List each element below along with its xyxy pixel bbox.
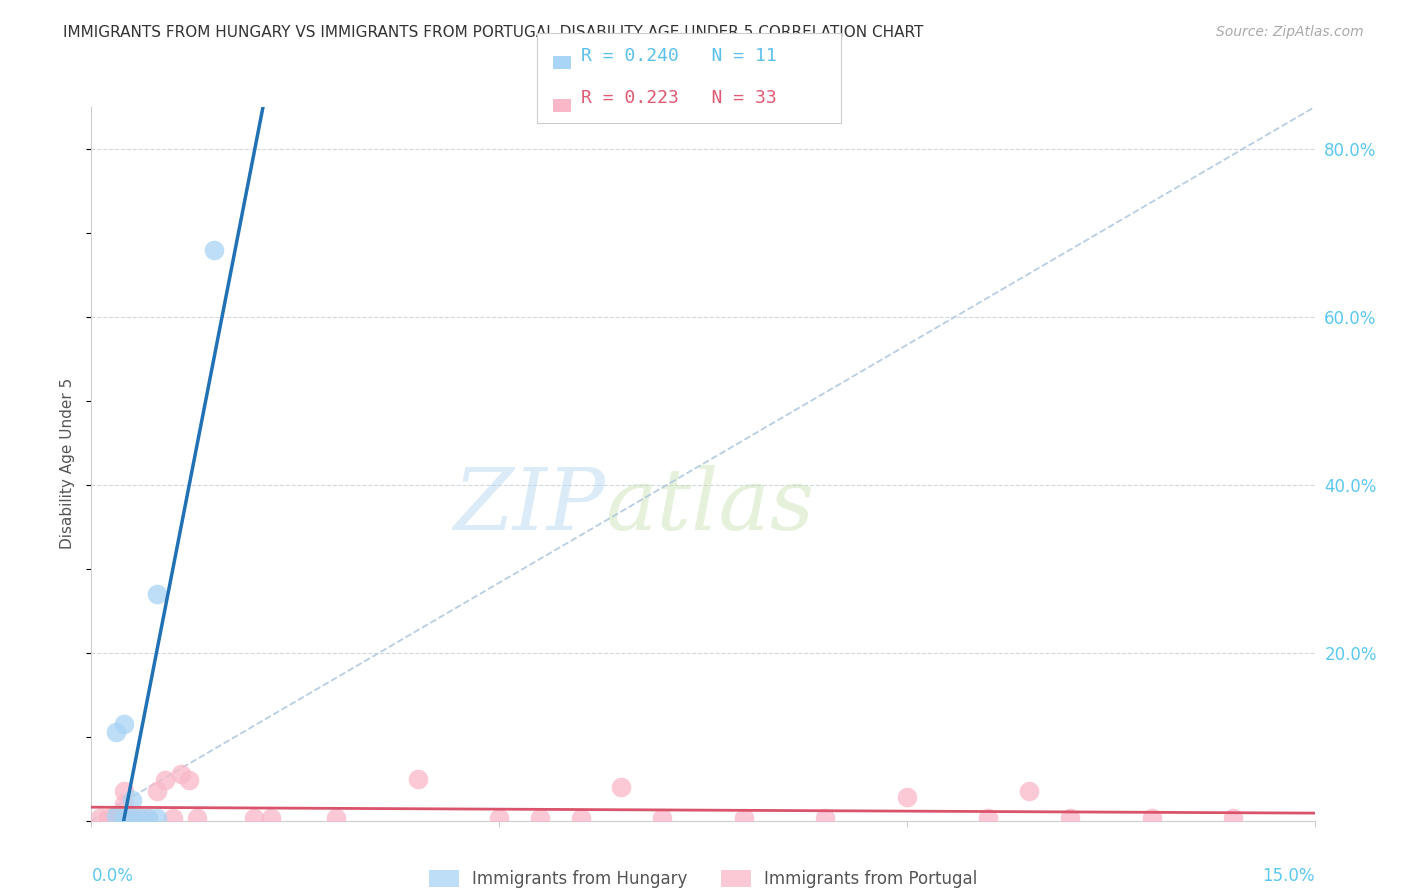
Y-axis label: Disability Age Under 5: Disability Age Under 5: [60, 378, 76, 549]
Point: [896, 790, 918, 805]
Point: [529, 811, 551, 825]
Text: R = 0.240   N = 11: R = 0.240 N = 11: [581, 47, 776, 65]
Legend: Immigrants from Hungary, Immigrants from Portugal: Immigrants from Hungary, Immigrants from…: [422, 863, 984, 892]
Text: Source: ZipAtlas.com: Source: ZipAtlas.com: [1216, 25, 1364, 39]
Point: [104, 811, 127, 825]
Point: [569, 811, 592, 825]
Text: ZIP: ZIP: [453, 466, 605, 548]
Point: [145, 811, 167, 825]
Text: IMMIGRANTS FROM HUNGARY VS IMMIGRANTS FROM PORTUGAL DISABILITY AGE UNDER 5 CORRE: IMMIGRANTS FROM HUNGARY VS IMMIGRANTS FR…: [63, 25, 924, 40]
Text: R = 0.223   N = 33: R = 0.223 N = 33: [581, 89, 776, 107]
Point: [138, 811, 160, 825]
Point: [104, 725, 127, 739]
Point: [260, 811, 283, 825]
Point: [1018, 784, 1040, 798]
Point: [162, 811, 184, 825]
Point: [112, 811, 135, 825]
Text: 15.0%: 15.0%: [1263, 867, 1315, 885]
Point: [129, 811, 152, 825]
Point: [488, 811, 510, 825]
Point: [145, 587, 167, 601]
Point: [121, 811, 143, 825]
Point: [104, 811, 127, 825]
Point: [121, 792, 143, 806]
Point: [1140, 811, 1163, 825]
Point: [1222, 811, 1244, 825]
Point: [153, 773, 176, 788]
Point: [202, 243, 225, 257]
Point: [145, 784, 167, 798]
Point: [186, 811, 208, 825]
Point: [243, 811, 266, 825]
Point: [651, 811, 673, 825]
Point: [1059, 811, 1081, 825]
Point: [138, 811, 160, 825]
Point: [325, 811, 347, 825]
Point: [170, 767, 193, 781]
Point: [814, 811, 837, 825]
Point: [129, 811, 152, 825]
Point: [977, 811, 1000, 825]
Text: atlas: atlas: [605, 466, 814, 548]
Point: [179, 773, 201, 788]
Point: [112, 717, 135, 731]
Point: [89, 811, 111, 825]
Point: [121, 811, 143, 825]
Point: [104, 809, 127, 823]
Point: [112, 797, 135, 811]
Text: 0.0%: 0.0%: [91, 867, 134, 885]
Point: [733, 811, 755, 825]
Point: [121, 811, 143, 825]
Point: [610, 780, 633, 794]
Point: [112, 784, 135, 798]
Point: [406, 772, 429, 786]
Point: [97, 811, 120, 825]
